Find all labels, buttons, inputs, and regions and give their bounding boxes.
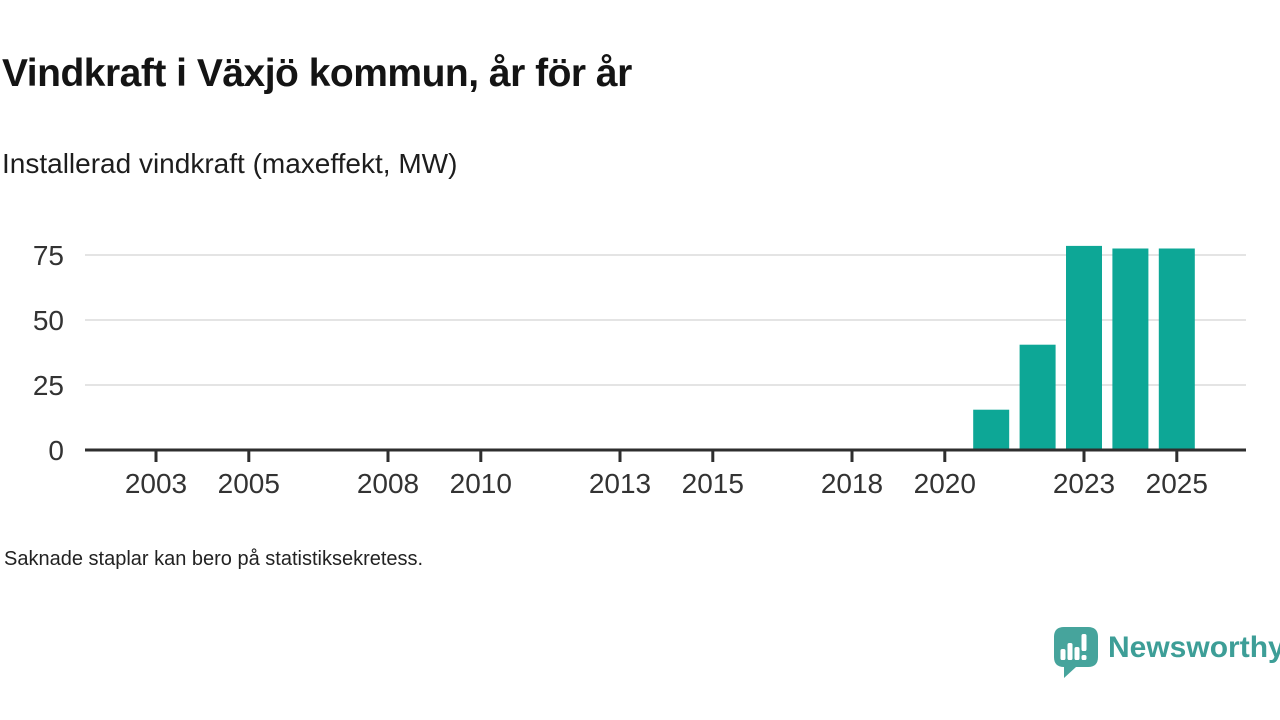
x-axis-label: 2005 <box>218 468 280 499</box>
y-axis-label: 75 <box>33 240 64 271</box>
bar-2023 <box>1066 245 1102 450</box>
chart-subtitle: Installerad vindkraft (maxeffekt, MW) <box>2 148 458 179</box>
newsworthy-wordmark: Newsworthy <box>1108 631 1280 664</box>
x-axis-label: 2013 <box>589 468 651 499</box>
x-axis-label: 2015 <box>682 468 744 499</box>
x-axis-label: 2020 <box>914 468 976 499</box>
logo-exclamation-dot <box>1081 655 1087 660</box>
newsworthy-logo-icon <box>1054 627 1098 678</box>
logo-bar-1 <box>1060 649 1066 660</box>
x-axis-label: 2008 <box>357 468 419 499</box>
x-axis-label: 2025 <box>1146 468 1208 499</box>
x-axis-label: 2023 <box>1053 468 1115 499</box>
x-axis-label: 2010 <box>450 468 512 499</box>
x-axis-label: 2018 <box>821 468 883 499</box>
chart-footnote: Saknade staplar kan bero på statistiksek… <box>4 548 424 570</box>
y-axis-label: 50 <box>33 305 64 336</box>
logo-bar-2 <box>1067 643 1073 660</box>
bar-2022 <box>1019 344 1056 450</box>
bar-2021 <box>973 409 1010 450</box>
y-axis-label: 0 <box>48 435 64 466</box>
x-axis-label: 2003 <box>125 468 187 499</box>
newsworthy-logo: Newsworthy <box>1053 626 1280 678</box>
logo-exclamation-bar <box>1081 634 1087 651</box>
bar-2024 <box>1112 248 1149 450</box>
logo-bar-3 <box>1074 647 1080 660</box>
y-axis-label: 25 <box>33 370 64 401</box>
bar-2025 <box>1158 248 1195 450</box>
chart-title: Vindkraft i Växjö kommun, år för år <box>2 52 632 95</box>
